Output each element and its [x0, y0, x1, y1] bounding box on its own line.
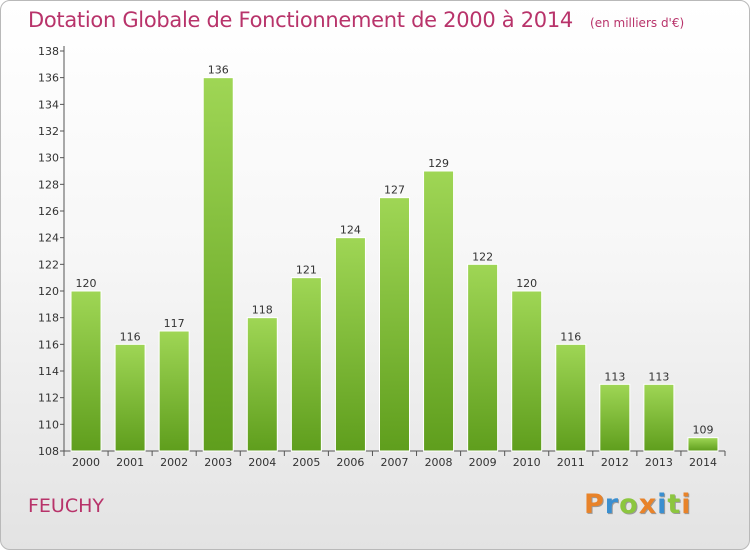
brand-logo: Proxiti [584, 489, 692, 520]
bar [246, 317, 278, 452]
y-tick-label: 128 [38, 178, 59, 191]
bar-value-label: 129 [428, 157, 449, 170]
y-tick-label: 130 [38, 152, 59, 165]
bar-value-label: 113 [604, 370, 625, 383]
title-row: Dotation Globale de Fonctionnement de 20… [28, 8, 684, 32]
bar-value-label: 120 [76, 277, 97, 290]
chart-unit: (en milliers d'€) [590, 16, 685, 30]
brand-letter: P [584, 489, 605, 520]
y-tick-label: 110 [38, 418, 59, 431]
bar [555, 343, 587, 452]
bar-value-label: 109 [692, 424, 713, 437]
bar [334, 237, 366, 452]
y-tick-label: 114 [38, 365, 59, 378]
x-tick-label: 2012 [601, 456, 629, 469]
bar [687, 437, 719, 452]
brand-letter: t [667, 489, 682, 520]
x-tick-label: 2008 [425, 456, 453, 469]
y-tick-label: 126 [38, 205, 59, 218]
bar-value-label: 124 [340, 224, 361, 237]
x-tick-label: 2002 [160, 456, 188, 469]
bar-value-label: 127 [384, 184, 405, 197]
bar-value-label: 122 [472, 250, 493, 263]
bar-value-label: 116 [120, 330, 141, 343]
bar [114, 343, 146, 452]
y-tick-label: 118 [38, 312, 59, 325]
bar [70, 290, 102, 452]
x-tick-label: 2007 [381, 456, 409, 469]
bar-value-label: 117 [164, 317, 185, 330]
y-tick-label: 134 [38, 98, 59, 111]
x-tick-label: 2006 [336, 456, 364, 469]
bar-value-label: 118 [252, 304, 273, 317]
x-tick-label: 2003 [204, 456, 232, 469]
x-tick-label: 2014 [689, 456, 717, 469]
y-tick-label: 112 [38, 392, 59, 405]
x-tick-label: 2011 [557, 456, 585, 469]
bar-value-label: 113 [648, 370, 669, 383]
bar [158, 330, 190, 452]
y-tick-label: 120 [38, 285, 59, 298]
x-tick-label: 2000 [72, 456, 100, 469]
bar-value-label: 116 [560, 330, 581, 343]
x-tick-label: 2001 [116, 456, 144, 469]
brand-letter: i [657, 489, 668, 520]
y-tick-label: 138 [38, 45, 59, 58]
x-tick-label: 2004 [248, 456, 276, 469]
brand-letter: r [604, 489, 620, 520]
bar [202, 77, 234, 452]
bar-value-label: 121 [296, 264, 317, 277]
bar [379, 197, 410, 452]
brand-letter: o [619, 489, 639, 520]
bar [290, 277, 322, 452]
bar [511, 290, 543, 452]
brand-letter: x [638, 489, 658, 520]
y-tick-label: 132 [38, 125, 59, 138]
chart-title: Dotation Globale de Fonctionnement de 20… [28, 8, 573, 32]
bar [599, 383, 631, 452]
bar [467, 263, 499, 452]
y-tick-label: 108 [38, 445, 59, 458]
commune-name: FEUCHY [28, 495, 104, 517]
bar-value-label: 120 [516, 277, 537, 290]
bar [423, 170, 455, 452]
bar-value-label: 136 [208, 64, 229, 77]
y-tick-label: 122 [38, 258, 59, 271]
bar [643, 383, 675, 452]
x-tick-label: 2009 [469, 456, 497, 469]
y-tick-label: 116 [38, 338, 59, 351]
y-tick-label: 136 [38, 72, 59, 85]
x-tick-label: 2005 [292, 456, 320, 469]
brand-letter: i [681, 489, 692, 520]
y-tick-label: 124 [38, 232, 59, 245]
x-tick-label: 2010 [513, 456, 541, 469]
x-tick-label: 2013 [645, 456, 673, 469]
